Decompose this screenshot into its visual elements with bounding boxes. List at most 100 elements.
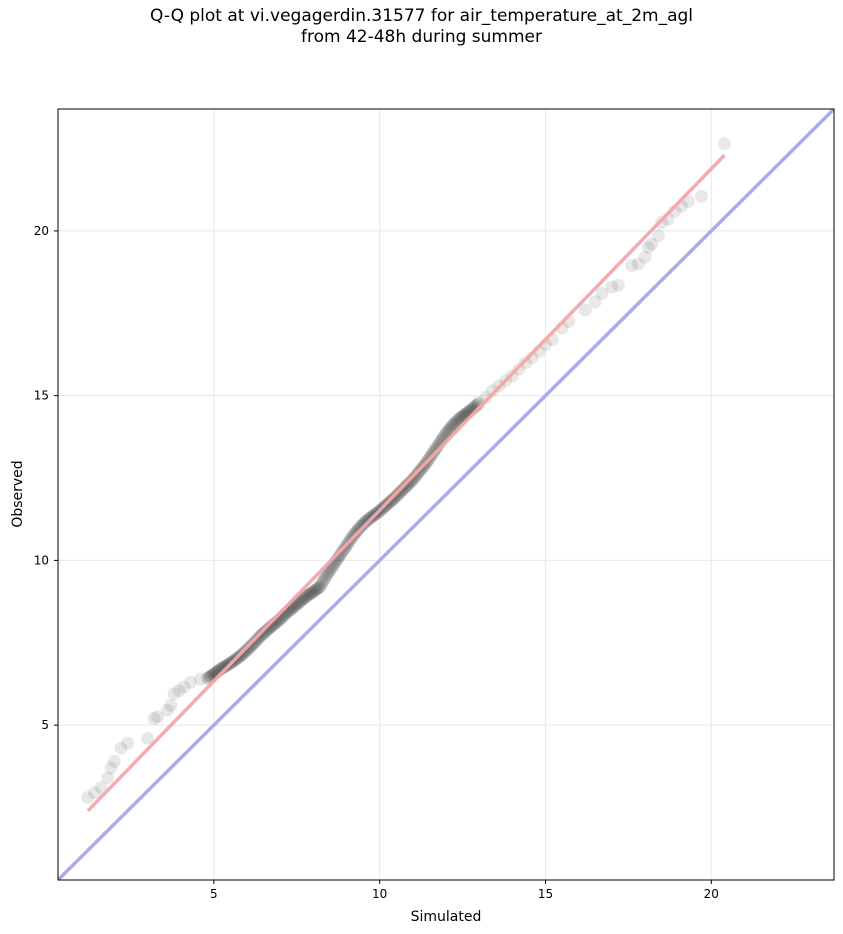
qq-point <box>393 486 407 500</box>
qq-point <box>447 417 461 431</box>
qq-point <box>386 492 400 506</box>
qq-point <box>258 625 272 639</box>
grid-lines <box>58 109 834 880</box>
qq-point <box>394 485 408 499</box>
qq-point <box>300 589 314 603</box>
qq-point <box>317 572 331 586</box>
qq-point <box>121 736 135 750</box>
y-tick-label: 5 <box>41 718 49 732</box>
qq-point <box>409 469 423 483</box>
qq-point <box>446 418 460 432</box>
qq-point <box>356 517 370 531</box>
chart-title-line-1: Q-Q plot at vi.vegagerdin.31577 for air_… <box>149 6 694 26</box>
qq-point <box>298 591 312 605</box>
qq-point <box>641 240 655 254</box>
qq-point <box>160 703 174 717</box>
qq-point <box>311 581 325 595</box>
qq-point <box>403 476 417 490</box>
qq-point <box>218 659 232 673</box>
qq-point <box>401 477 415 491</box>
qq-point <box>316 574 330 588</box>
qq-point <box>247 636 261 650</box>
qq-point <box>256 627 270 641</box>
qq-point <box>398 480 412 494</box>
qq-point <box>352 522 366 536</box>
qq-point <box>519 356 533 370</box>
qq-point <box>252 630 266 644</box>
qq-point <box>150 710 164 724</box>
qq-point <box>237 646 251 660</box>
qq-point <box>391 487 405 501</box>
qq-point <box>349 525 363 539</box>
qq-point <box>244 639 258 653</box>
qq-point <box>314 578 328 592</box>
qq-point <box>177 680 191 694</box>
qq-point <box>353 520 367 534</box>
qq-point <box>397 481 411 495</box>
qq-point <box>164 698 178 712</box>
qq-point <box>631 257 645 271</box>
qq-point <box>485 384 499 398</box>
qq-point <box>578 303 592 317</box>
qq-point <box>292 596 306 610</box>
qq-point <box>400 478 414 492</box>
qq-point <box>361 513 375 527</box>
x-axis-label: Simulated <box>411 909 482 925</box>
qq-point <box>309 583 323 597</box>
qq-point <box>448 416 462 430</box>
qq-point <box>301 588 315 602</box>
qq-point <box>694 189 708 203</box>
qq-point <box>104 761 118 775</box>
qq-point <box>718 137 732 151</box>
qq-point <box>655 216 669 230</box>
qq-point <box>306 585 320 599</box>
qq-point <box>336 544 350 558</box>
qq-point <box>261 622 275 636</box>
qq-point <box>388 490 402 504</box>
fit-line-layer <box>86 153 726 813</box>
qq-point <box>260 623 274 637</box>
qq-point <box>387 491 401 505</box>
qq-point <box>101 771 115 785</box>
axis-ticks: 5 10 15 20 5 10 15 20 <box>34 224 719 901</box>
qq-point <box>107 754 121 768</box>
qq-point <box>147 712 161 726</box>
qq-point <box>194 672 208 686</box>
qq-point <box>651 229 665 243</box>
qq-point <box>184 675 198 689</box>
qq-point <box>304 586 318 600</box>
qq-point <box>453 411 467 425</box>
qq-point <box>315 576 329 590</box>
qq-point <box>94 781 108 795</box>
qq-point <box>114 741 128 755</box>
qq-point <box>310 582 324 596</box>
qq-point <box>259 624 273 638</box>
qq-point <box>335 545 349 559</box>
qq-point <box>253 629 267 643</box>
qq-point <box>588 295 602 309</box>
qq-point <box>81 791 95 805</box>
y-axis-label: Observed <box>10 460 26 527</box>
qq-point <box>295 593 309 607</box>
x-tick-label: 10 <box>372 887 387 901</box>
qq-point <box>449 415 463 429</box>
reference-line <box>58 109 834 880</box>
qq-point <box>358 515 372 529</box>
qq-point <box>605 280 619 294</box>
qq-point <box>319 570 333 584</box>
qq-point <box>321 567 335 581</box>
qq-point <box>399 479 413 493</box>
qq-point <box>385 493 399 507</box>
qq-point <box>404 475 418 489</box>
qq-point <box>219 659 233 673</box>
qq-point <box>405 474 419 488</box>
x-tick-label: 5 <box>210 887 218 901</box>
qq-point <box>217 660 231 674</box>
qq-point <box>240 643 254 657</box>
qq-point <box>611 278 625 292</box>
qq-point <box>248 635 262 649</box>
qq-point <box>141 731 155 745</box>
qq-point <box>390 488 404 502</box>
qq-point <box>312 581 326 595</box>
